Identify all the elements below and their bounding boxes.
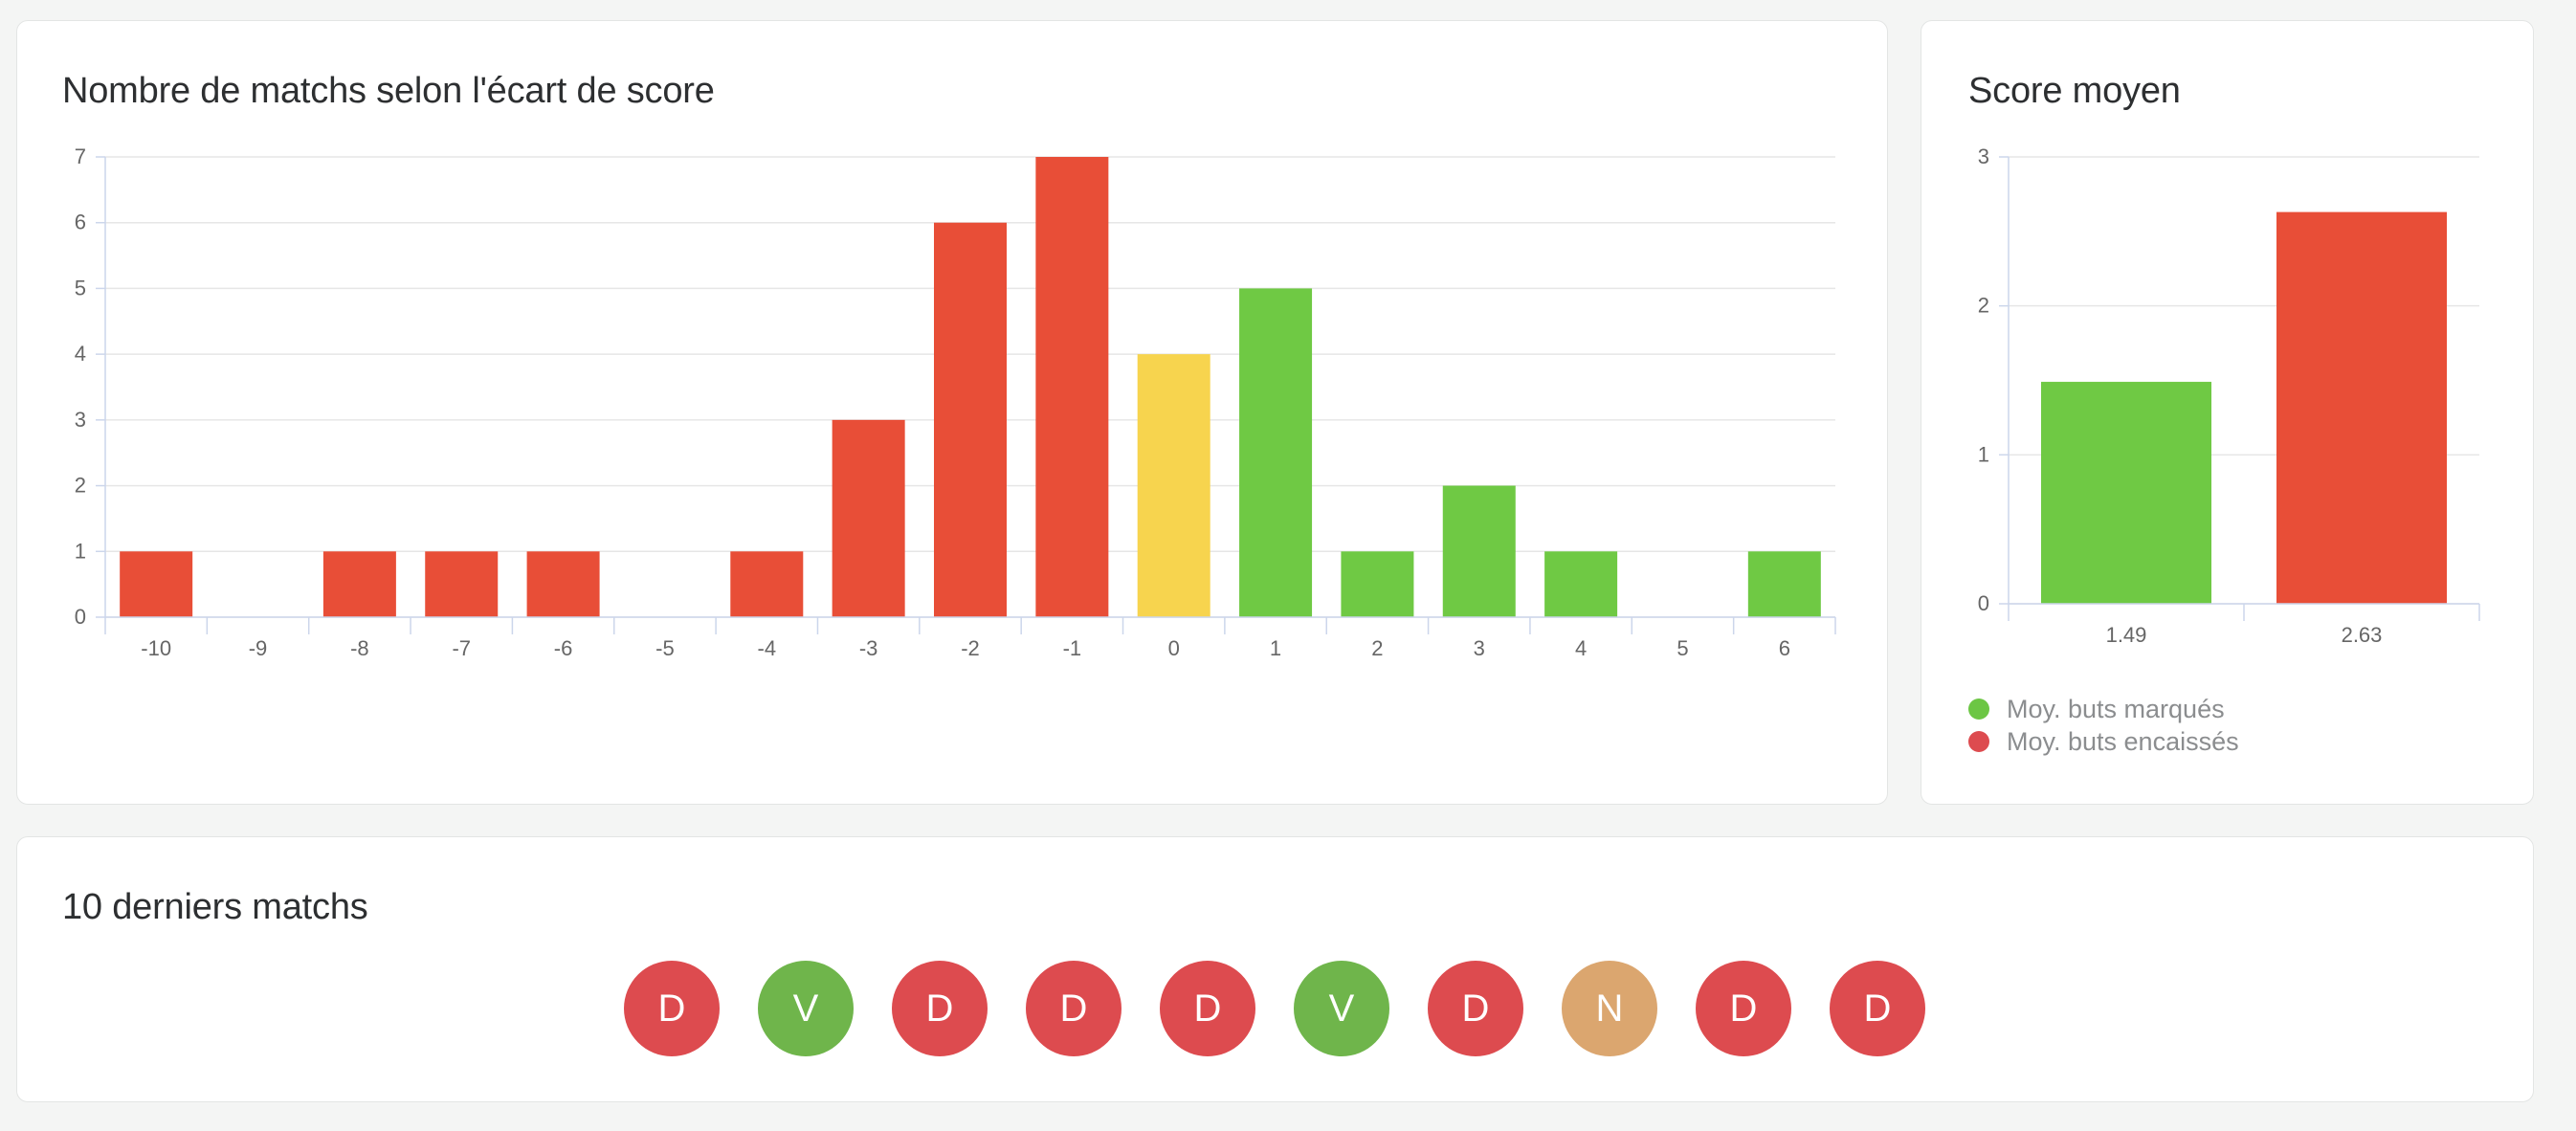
bar bbox=[730, 551, 804, 617]
bar bbox=[1747, 551, 1821, 617]
x-tick-label: -3 bbox=[859, 636, 878, 660]
y-tick-label: 3 bbox=[75, 408, 86, 432]
x-tick-label: -6 bbox=[554, 636, 573, 660]
x-tick-label: -2 bbox=[961, 636, 980, 660]
average-score-title: Score moyen bbox=[1968, 71, 2181, 111]
match-result-badge[interactable]: D bbox=[1160, 961, 1255, 1056]
y-tick-label: 2 bbox=[75, 474, 86, 498]
y-tick-label: 6 bbox=[75, 211, 86, 234]
y-tick-label: 1 bbox=[1978, 442, 1989, 466]
x-tick-label: 6 bbox=[1779, 636, 1790, 660]
match-result-badge[interactable]: D bbox=[1428, 961, 1523, 1056]
match-result-badge[interactable]: N bbox=[1562, 961, 1657, 1056]
x-tick-label: -7 bbox=[452, 636, 471, 660]
x-tick-label: -4 bbox=[758, 636, 777, 660]
y-tick-label: 3 bbox=[1978, 144, 1989, 168]
match-result-badge[interactable]: D bbox=[1696, 961, 1791, 1056]
bar bbox=[1035, 157, 1109, 617]
x-tick-label: 2 bbox=[1371, 636, 1383, 660]
bar bbox=[322, 551, 396, 617]
y-tick-label: 4 bbox=[75, 342, 86, 366]
bar bbox=[1137, 354, 1210, 617]
y-tick-label: 0 bbox=[1978, 591, 1989, 615]
match-result-badge[interactable]: V bbox=[758, 961, 854, 1056]
x-tick-label: -5 bbox=[655, 636, 675, 660]
bar bbox=[2041, 382, 2211, 604]
x-tick-label: 1.49 bbox=[2106, 623, 2147, 647]
y-tick-label: 2 bbox=[1978, 294, 1989, 318]
x-tick-label: -9 bbox=[249, 636, 268, 660]
x-tick-label: 0 bbox=[1168, 636, 1180, 660]
legend-label-conceded: Moy. buts encaissés bbox=[2007, 726, 2239, 756]
x-tick-label: 3 bbox=[1474, 636, 1485, 660]
legend-dot-scored bbox=[1968, 699, 1989, 720]
bar bbox=[526, 551, 600, 617]
x-tick-label: 4 bbox=[1575, 636, 1587, 660]
average-score-legend: Moy. buts marqués Moy. buts encaissés bbox=[1968, 693, 2239, 758]
bar bbox=[1544, 551, 1618, 617]
last-matches-card: 10 derniers matchs bbox=[16, 836, 2534, 1102]
x-tick-label: 5 bbox=[1677, 636, 1688, 660]
x-tick-label: -10 bbox=[141, 636, 171, 660]
y-tick-label: 0 bbox=[75, 605, 86, 629]
match-result-badge[interactable]: D bbox=[892, 961, 988, 1056]
bar bbox=[2276, 211, 2447, 604]
bar bbox=[1341, 551, 1414, 617]
y-tick-label: 7 bbox=[75, 144, 86, 168]
match-result-badge[interactable]: V bbox=[1294, 961, 1389, 1056]
bar bbox=[120, 551, 193, 617]
x-tick-label: 2.63 bbox=[2342, 623, 2383, 647]
match-result-badge[interactable]: D bbox=[1830, 961, 1925, 1056]
x-tick-label: -8 bbox=[350, 636, 369, 660]
x-tick-label: 1 bbox=[1270, 636, 1281, 660]
x-tick-label: -1 bbox=[1063, 636, 1082, 660]
match-result-badge[interactable]: D bbox=[1026, 961, 1121, 1056]
last-matches-title: 10 derniers matchs bbox=[62, 887, 368, 927]
bar bbox=[1442, 485, 1516, 617]
bar bbox=[934, 222, 1007, 617]
legend-dot-conceded bbox=[1968, 731, 1989, 752]
match-result-badge[interactable]: D bbox=[624, 961, 720, 1056]
y-tick-label: 5 bbox=[75, 276, 86, 299]
bar bbox=[832, 419, 905, 617]
bar bbox=[425, 551, 499, 617]
last-matches-results: D V D D D V D N D D bbox=[624, 961, 1925, 1056]
bar bbox=[1239, 288, 1313, 617]
y-tick-label: 1 bbox=[75, 539, 86, 563]
legend-item-conceded[interactable]: Moy. buts encaissés bbox=[1968, 725, 2239, 758]
legend-label-scored: Moy. buts marqués bbox=[2007, 694, 2225, 723]
legend-item-scored[interactable]: Moy. buts marqués bbox=[1968, 693, 2239, 725]
score-difference-title: Nombre de matchs selon l'écart de score bbox=[62, 71, 715, 111]
